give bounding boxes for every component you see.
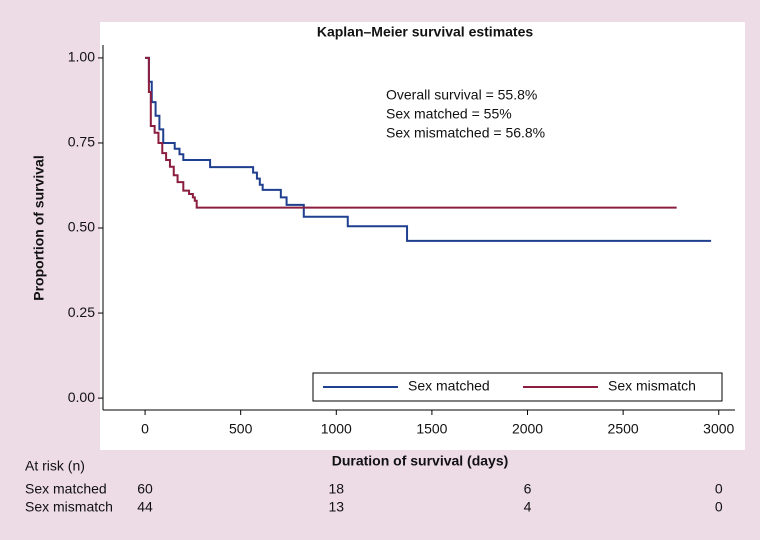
annotation: Overall survival = 55.8% [386,87,537,103]
x-tick-label: 3000 [703,421,734,437]
x-tick-label: 2500 [608,421,639,437]
x-tick-label: 0 [141,421,149,437]
at-risk-count: 13 [329,499,345,515]
annotation: Sex mismatched = 56.8% [386,125,545,141]
at-risk-count: 44 [137,499,153,515]
annotation: Sex matched = 55% [386,106,512,122]
legend-label: Sex matched [408,378,490,394]
at-risk-count: 0 [715,481,723,497]
y-tick-label: 1.00 [68,49,95,65]
x-axis-title: Duration of survival (days) [332,453,509,469]
x-tick-label: 1500 [416,421,447,437]
x-tick-label: 2000 [512,421,543,437]
x-tick-label: 500 [229,421,253,437]
at-risk-count: 60 [137,481,153,497]
y-tick-label: 0.75 [68,134,95,150]
chart-title: Kaplan–Meier survival estimates [317,24,534,40]
survival-curve [145,56,712,242]
y-tick-label: 0.25 [68,304,95,320]
at-risk-count: 18 [329,481,345,497]
at-risk-count: 4 [524,499,532,515]
at-risk-count: 0 [715,499,723,515]
at-risk-title: At risk (n) [25,458,85,474]
at-risk-count: 6 [524,481,532,497]
at-risk-row-label: Sex mismatch [25,499,113,515]
at-risk-row-label: Sex matched [25,481,107,497]
legend-label: Sex mismatch [608,378,696,394]
survival-curve [145,56,677,209]
y-tick-label: 0.00 [68,389,95,405]
y-axis-title: Proportion of survival [31,155,47,300]
y-tick-label: 0.50 [68,219,95,235]
x-tick-label: 1000 [321,421,352,437]
